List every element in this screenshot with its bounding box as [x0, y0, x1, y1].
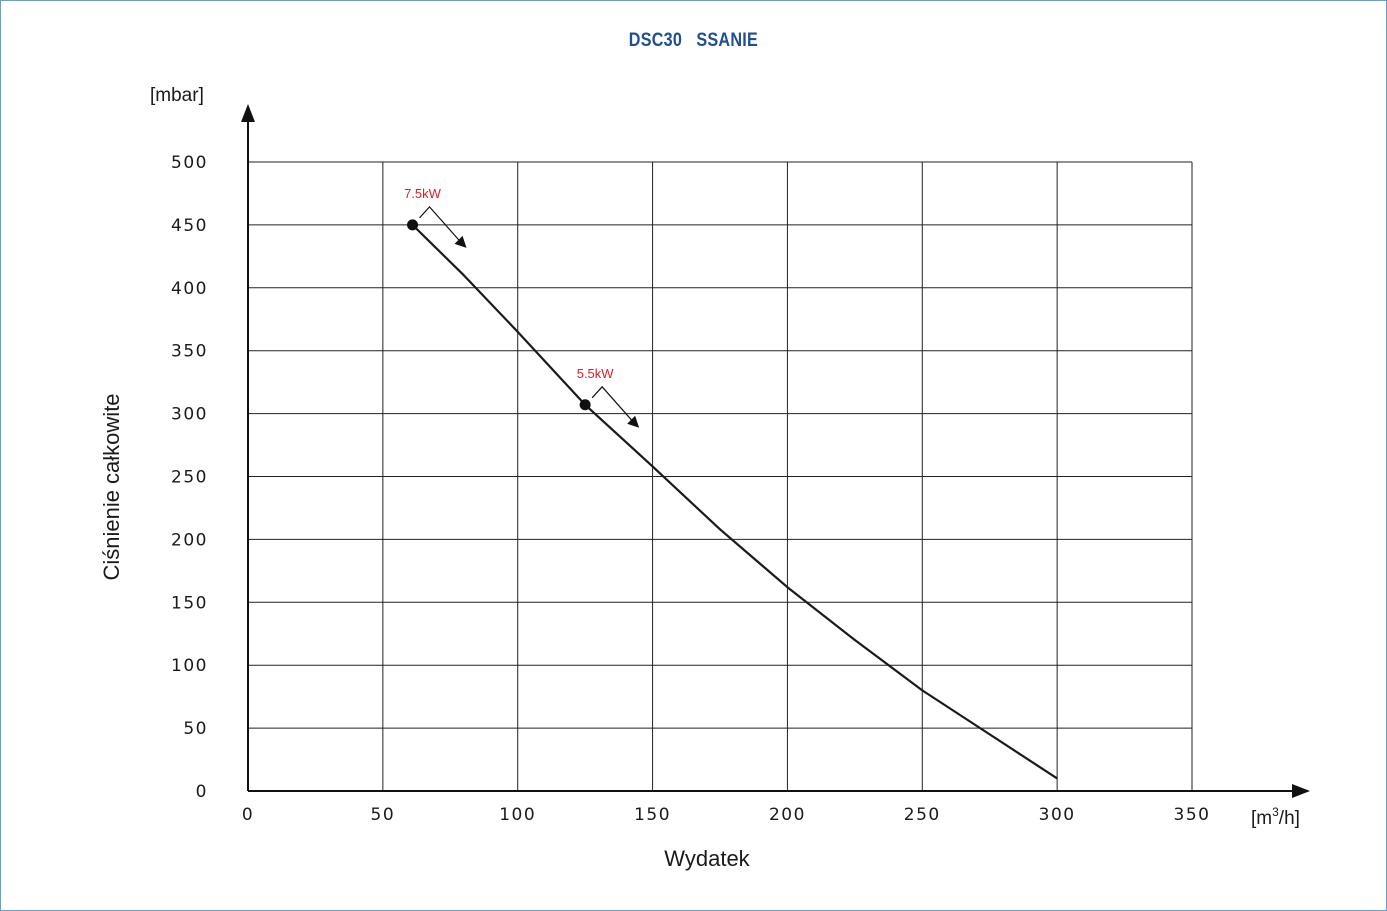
- y-tick-label: 350: [171, 342, 208, 362]
- axes: [241, 104, 1310, 798]
- x-tick-label: 50: [371, 805, 396, 825]
- power-arrow-icon: [627, 415, 640, 428]
- x-tick-label: 150: [634, 805, 671, 825]
- y-tick-label: 0: [196, 782, 208, 802]
- series-line: [411, 224, 1058, 780]
- annotations: 7.5kW 5.5kW: [404, 186, 640, 428]
- y-tick-label: 300: [171, 405, 208, 425]
- y-tick-label: 500: [171, 153, 208, 173]
- y-tick-label: 250: [171, 468, 208, 488]
- y-tick-label: 150: [171, 593, 208, 613]
- y-tick-label: 200: [171, 530, 208, 550]
- y-tick-labels: 0 50 100 150 200 250 300 350 400 450 500: [171, 153, 208, 802]
- power-label: 7.5kW: [404, 186, 442, 201]
- y-tick-label: 450: [171, 216, 208, 236]
- operating-point: [407, 219, 419, 231]
- power-arrow-line: [591, 385, 634, 423]
- x-tick-label: 100: [499, 805, 536, 825]
- x-tick-label: 300: [1039, 805, 1076, 825]
- x-tick-label: 200: [769, 805, 806, 825]
- x-axis-arrow-icon: [1292, 784, 1310, 798]
- y-tick-label: 400: [171, 279, 208, 299]
- grid: [248, 161, 1193, 791]
- x-axis-unit: [m3/h]: [1251, 805, 1300, 829]
- y-tick-label: 100: [171, 656, 208, 676]
- x-tick-label: 250: [904, 805, 941, 825]
- chart-title: DSC30 SSANIE: [628, 30, 759, 51]
- operating-point: [579, 399, 591, 411]
- x-axis-label: Wydatek: [664, 846, 750, 871]
- y-axis-unit: [mbar]: [150, 85, 204, 106]
- power-arrow-line: [419, 206, 461, 243]
- y-axis-arrow-icon: [241, 104, 255, 122]
- series: [411, 224, 1058, 780]
- x-tick-label: 350: [1174, 805, 1211, 825]
- x-tick-label: 0: [242, 805, 254, 825]
- y-tick-label: 50: [183, 719, 208, 739]
- x-tick-labels: 0 50 100 150 200 250 300 350: [242, 805, 1211, 825]
- power-label: 5.5kW: [577, 366, 615, 381]
- power-arrow-icon: [454, 235, 467, 248]
- y-axis-label: Ciśnienie całkowite: [99, 393, 124, 580]
